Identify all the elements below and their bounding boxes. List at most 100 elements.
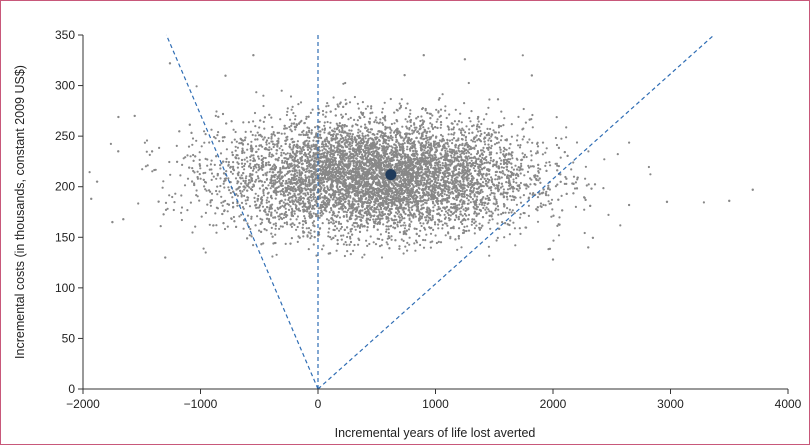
- data-point: [268, 146, 271, 149]
- data-point: [547, 200, 550, 203]
- data-point: [258, 126, 261, 129]
- data-point: [369, 157, 372, 160]
- data-point: [445, 194, 448, 197]
- data-point: [390, 205, 393, 208]
- data-point: [246, 143, 250, 146]
- data-point: [256, 199, 259, 202]
- data-point: [344, 98, 347, 101]
- data-point: [464, 136, 467, 139]
- data-point: [381, 107, 384, 110]
- data-point: [510, 123, 513, 126]
- data-point: [431, 218, 434, 221]
- data-point: [377, 208, 380, 211]
- data-point: [460, 121, 463, 124]
- data-point: [323, 121, 326, 124]
- data-point: [343, 149, 346, 152]
- data-point: [281, 159, 284, 162]
- data-point: [290, 122, 293, 125]
- data-point: [396, 159, 399, 162]
- data-point: [490, 210, 493, 213]
- data-point: [347, 202, 350, 205]
- data-point: [447, 209, 450, 212]
- data-point: [286, 202, 289, 205]
- data-point: [398, 102, 401, 105]
- data-point: [231, 196, 234, 199]
- data-point: [441, 167, 444, 170]
- data-point: [491, 218, 494, 221]
- data-point: [272, 145, 275, 149]
- data-point: [186, 177, 190, 180]
- data-point: [335, 122, 338, 125]
- data-point: [372, 195, 375, 198]
- data-point: [406, 249, 409, 252]
- data-point: [503, 148, 506, 151]
- data-point: [393, 130, 396, 133]
- data-point: [299, 101, 303, 104]
- data-point: [468, 132, 471, 135]
- data-point: [442, 143, 446, 146]
- data-point: [360, 223, 363, 226]
- data-point: [256, 215, 259, 218]
- data-point: [252, 120, 255, 123]
- data-point: [300, 150, 304, 153]
- data-point: [308, 175, 311, 178]
- data-point: [262, 104, 265, 108]
- data-point: [286, 107, 289, 110]
- data-point: [409, 176, 412, 179]
- data-point: [323, 180, 326, 183]
- data-point: [332, 196, 335, 199]
- data-point: [325, 155, 328, 158]
- data-point: [489, 227, 492, 230]
- data-point: [299, 133, 302, 136]
- data-point: [435, 241, 438, 245]
- data-point: [278, 202, 281, 205]
- data-point: [419, 243, 422, 247]
- data-point: [380, 166, 383, 169]
- data-point: [359, 156, 362, 159]
- data-point: [344, 210, 347, 213]
- data-point: [329, 151, 332, 154]
- data-point: [493, 143, 497, 146]
- data-point: [353, 118, 356, 121]
- data-point: [481, 190, 484, 193]
- data-point: [329, 153, 332, 156]
- data-point: [441, 162, 444, 165]
- data-point: [249, 187, 253, 191]
- data-point: [284, 160, 287, 163]
- data-point: [443, 155, 446, 158]
- data-point: [296, 146, 299, 149]
- data-point: [204, 251, 207, 254]
- data-point: [455, 214, 458, 217]
- data-point: [536, 220, 540, 223]
- data-point: [548, 202, 551, 205]
- data-point: [321, 204, 324, 207]
- data-point: [268, 142, 271, 145]
- data-point: [219, 164, 222, 167]
- data-point: [345, 213, 348, 217]
- data-point: [414, 249, 417, 252]
- data-point: [487, 208, 490, 211]
- data-point: [396, 184, 400, 187]
- data-point: [488, 210, 491, 213]
- data-point: [350, 191, 353, 194]
- data-point: [342, 196, 346, 199]
- data-point: [434, 234, 437, 237]
- data-point: [214, 137, 217, 140]
- data-point: [505, 148, 508, 151]
- data-point: [378, 245, 382, 248]
- data-point: [365, 143, 368, 146]
- data-point: [347, 138, 350, 141]
- data-point: [480, 226, 483, 229]
- data-point: [324, 148, 327, 151]
- data-point: [420, 217, 423, 220]
- data-point: [214, 114, 217, 117]
- data-point: [532, 165, 535, 168]
- data-point: [461, 133, 464, 136]
- data-point: [387, 212, 390, 216]
- data-point: [537, 179, 540, 182]
- data-point: [488, 137, 491, 140]
- data-point: [340, 225, 343, 229]
- data-point: [441, 93, 444, 96]
- data-point: [307, 227, 311, 230]
- data-point: [236, 166, 239, 169]
